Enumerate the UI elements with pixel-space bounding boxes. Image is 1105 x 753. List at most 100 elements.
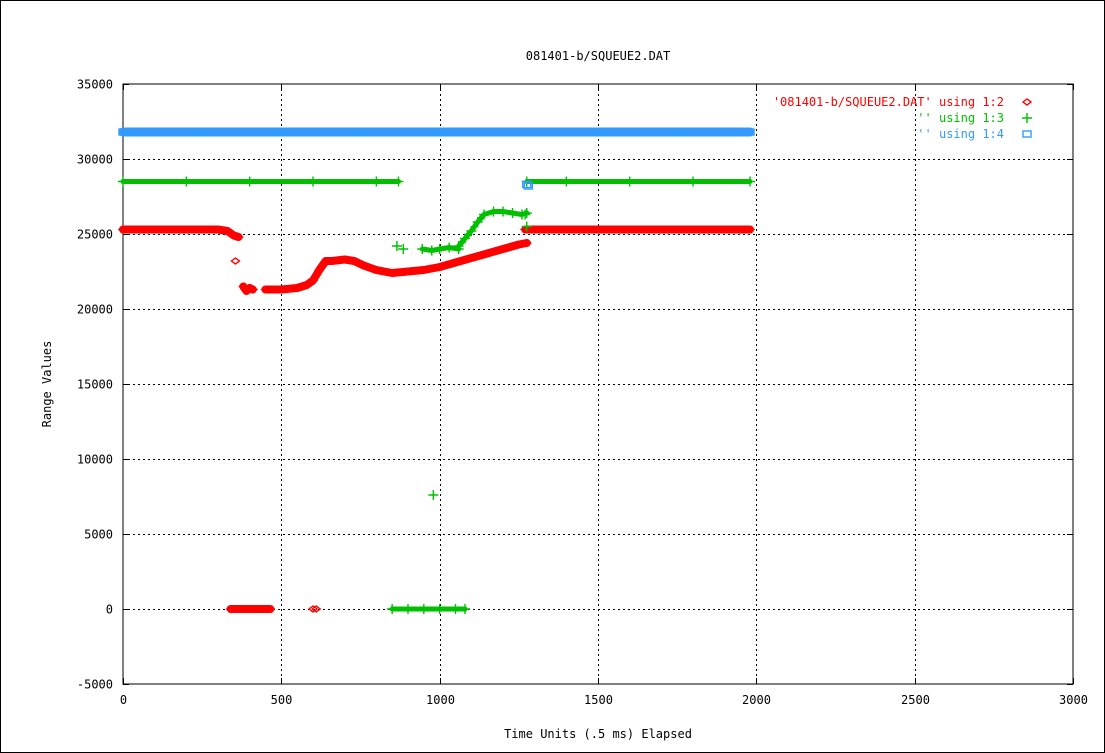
y-tick-label: 5000 xyxy=(84,528,113,542)
data-point xyxy=(326,257,338,265)
data-point xyxy=(307,605,319,613)
data-point xyxy=(301,281,312,289)
data-point xyxy=(521,239,532,247)
data-point xyxy=(371,266,382,274)
data-point xyxy=(212,225,224,234)
data-point xyxy=(308,176,318,187)
data-point xyxy=(479,209,489,220)
x-tick-label: 2000 xyxy=(742,693,771,707)
data-point xyxy=(466,226,477,236)
data-point xyxy=(434,604,445,614)
data-point xyxy=(276,128,287,136)
data-point xyxy=(387,604,398,614)
data-point xyxy=(197,128,207,136)
data-point xyxy=(260,605,271,613)
data-point xyxy=(488,206,499,217)
data-point xyxy=(238,605,249,613)
data-point xyxy=(417,244,428,254)
data-point xyxy=(320,257,331,265)
data-point xyxy=(311,605,322,613)
data-point xyxy=(349,257,360,265)
legend-marker xyxy=(1022,113,1032,123)
data-point xyxy=(391,241,402,251)
x-tick-label: 2500 xyxy=(901,693,930,707)
data-point xyxy=(228,231,239,240)
data-point xyxy=(387,269,398,277)
data-point xyxy=(434,244,445,254)
legend-marker xyxy=(1021,98,1033,106)
data-point xyxy=(247,285,258,294)
y-axis-label: Range Values xyxy=(40,341,54,428)
y-tick-label: 0 xyxy=(106,603,113,617)
legend-label: '' using 1:4 xyxy=(917,127,1004,141)
data-point xyxy=(520,209,531,220)
data-point xyxy=(434,128,445,136)
legend-label: '' using 1:3 xyxy=(917,111,1004,125)
series-band xyxy=(119,225,243,241)
data-point xyxy=(181,176,192,187)
y-tick-label: 30000 xyxy=(77,153,113,167)
data-point xyxy=(745,128,755,136)
x-tick-label: 3000 xyxy=(1059,693,1088,707)
y-tick-label: 10000 xyxy=(77,453,113,467)
data-point xyxy=(460,604,470,614)
chart-title: 081401-b/SQUEUE2.DAT xyxy=(526,49,671,63)
data-point xyxy=(687,225,699,234)
data-point xyxy=(497,245,509,253)
data-point xyxy=(358,261,369,270)
data-point xyxy=(307,276,319,285)
data-point xyxy=(222,227,233,235)
data-point xyxy=(453,241,464,251)
data-point xyxy=(260,285,271,294)
data-point xyxy=(339,255,350,264)
series-1 xyxy=(117,225,756,613)
x-tick-label: 1000 xyxy=(426,693,455,707)
legend-label: '081401-b/SQUEUE2.DAT' using 1:2 xyxy=(773,95,1004,109)
data-point xyxy=(393,176,404,187)
data-point xyxy=(233,233,244,241)
axis-ticks: 0 500 1000 1500 2000 2500 3000 -5000 0 5000 10000 1… xyxy=(77,78,1088,708)
data-point xyxy=(744,225,756,234)
data-point xyxy=(118,128,128,136)
data-point xyxy=(292,284,303,292)
data-point xyxy=(225,605,236,613)
series-band xyxy=(261,239,531,294)
data-point xyxy=(513,240,524,249)
data-point xyxy=(118,176,128,187)
y-tick-label: -5000 xyxy=(77,678,113,692)
data-point xyxy=(688,176,698,187)
data-point xyxy=(402,267,414,276)
data-point xyxy=(371,176,382,187)
data-point xyxy=(398,244,409,254)
x-tick-label: 500 xyxy=(271,693,293,707)
data-point xyxy=(418,266,429,274)
grid-lines xyxy=(123,84,1073,684)
data-point xyxy=(514,128,524,136)
x-tick-label: 1500 xyxy=(584,693,613,707)
data-point xyxy=(355,128,366,136)
data-point xyxy=(265,605,276,613)
data-point xyxy=(745,176,755,187)
series-band xyxy=(456,209,530,249)
data-point xyxy=(624,176,635,187)
data-point xyxy=(181,225,192,234)
data-point xyxy=(149,225,160,234)
y-tick-label: 20000 xyxy=(77,303,113,317)
data-point xyxy=(561,225,572,234)
data-point xyxy=(117,225,129,234)
data-point xyxy=(460,233,470,244)
x-tick-label: 0 xyxy=(120,693,127,707)
data-point xyxy=(520,225,531,234)
data-point xyxy=(498,206,508,217)
data-point xyxy=(521,208,532,218)
legend: '081401-b/SQUEUE2.DAT' using 1:2 '' using… xyxy=(773,95,1033,141)
data-point xyxy=(450,604,461,614)
data-point xyxy=(444,242,455,253)
data-point xyxy=(523,182,534,190)
data-point xyxy=(428,490,439,500)
y-tick-label: 15000 xyxy=(77,378,113,392)
data-point xyxy=(466,254,477,262)
data-point xyxy=(276,285,287,294)
